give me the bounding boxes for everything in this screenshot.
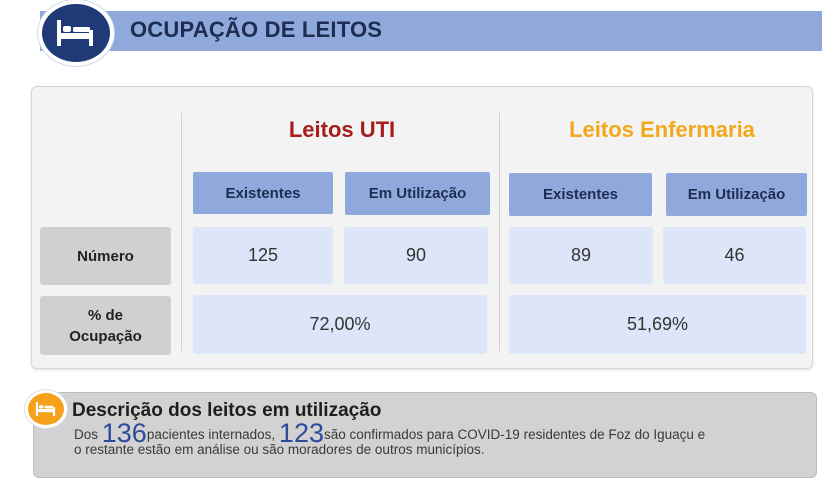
description-line1-rest: são confirmados para COVID-19 residentes… xyxy=(323,427,706,442)
group-title-enfermaria: Leitos Enfermaria xyxy=(569,117,755,142)
description-prefix: Dos xyxy=(74,427,102,442)
column-divider xyxy=(499,113,500,351)
description-title: Descrição dos leitos em utilização xyxy=(72,400,382,421)
value-enf-ocupacao: 51,69% xyxy=(509,295,806,354)
description-badge xyxy=(25,390,67,428)
page-title: OCUPAÇÃO DE LEITOS xyxy=(130,17,383,42)
row-header-numero: Número xyxy=(40,227,171,285)
description-box xyxy=(33,392,817,478)
header-badge xyxy=(38,0,114,66)
header-bar xyxy=(40,11,822,51)
col-header-uti-em-utilizacao: Em Utilização xyxy=(345,172,490,215)
column-divider xyxy=(181,113,182,351)
row-header-ocupacao-line2: Ocupação xyxy=(69,327,142,345)
row-header-ocupacao: % de Ocupação xyxy=(40,296,171,355)
value-uti-ocupacao: 72,00% xyxy=(193,295,487,354)
value-uti-existentes: 125 xyxy=(193,227,333,284)
value-uti-em-utilizacao: 90 xyxy=(344,227,488,284)
value-enf-em-utilizacao: 46 xyxy=(663,227,806,284)
col-header-enf-existentes: Existentes xyxy=(509,173,652,216)
description-text: Dos 136pacientes internados, 123são conf… xyxy=(74,420,794,458)
row-header-ocupacao-line1: % de xyxy=(87,306,123,324)
col-header-uti-existentes: Existentes xyxy=(193,172,333,214)
group-title-uti: Leitos UTI xyxy=(288,117,396,142)
value-enf-existentes: 89 xyxy=(509,227,653,284)
bed-icon xyxy=(57,20,93,46)
bed-icon xyxy=(35,402,56,416)
description-middle: pacientes internados, xyxy=(146,427,279,442)
beds-panel: Leitos UTI Leitos Enfermaria Existentes … xyxy=(31,86,813,369)
description-line2: o restante estão em análise ou são morad… xyxy=(74,442,485,457)
col-header-enf-em-utilizacao: Em Utilização xyxy=(666,173,807,216)
